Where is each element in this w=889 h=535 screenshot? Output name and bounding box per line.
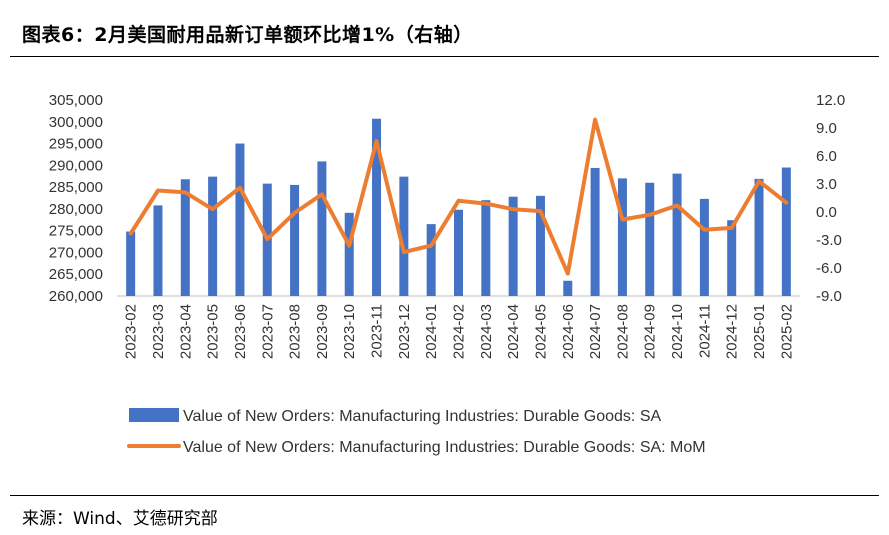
x-tick-label: 2023-05 <box>205 304 222 359</box>
bar <box>426 224 436 296</box>
source-note: 来源：Wind、艾德研究部 <box>22 509 218 529</box>
bar <box>563 280 573 296</box>
x-tick-label: 2024-11 <box>696 304 713 358</box>
bar <box>208 176 218 296</box>
bar <box>781 167 791 296</box>
bar <box>317 161 327 296</box>
y-left-tick-label: 300,000 <box>49 114 103 131</box>
x-tick-label: 2023-11 <box>369 304 386 358</box>
x-tick-label: 2024-12 <box>724 304 741 359</box>
legend-bar-swatch <box>129 408 179 422</box>
bar <box>153 205 163 296</box>
x-tick-label: 2023-06 <box>232 304 249 359</box>
y-right-tick-label: 12.0 <box>816 92 845 109</box>
legend-bar-label: Value of New Orders: Manufacturing Indus… <box>183 408 661 425</box>
x-tick-label: 2025-02 <box>778 304 795 359</box>
bar <box>535 195 545 296</box>
x-tick-label: 2024-06 <box>560 304 577 359</box>
bar <box>235 143 245 296</box>
x-tick-label: 2024-08 <box>614 304 631 359</box>
bar <box>126 231 136 296</box>
x-tick-label: 2023-09 <box>314 304 331 359</box>
x-tick-label: 2024-07 <box>587 304 604 359</box>
x-tick-label: 2024-03 <box>478 304 495 359</box>
y-right-tick-label: -9.0 <box>816 288 842 305</box>
bar <box>290 184 300 296</box>
footer-divider <box>10 495 879 496</box>
y-left-tick-label: 290,000 <box>49 157 103 174</box>
y-left-tick-label: 305,000 <box>49 92 103 109</box>
bar <box>672 173 682 296</box>
x-tick-label: 2023-10 <box>341 304 358 359</box>
y-left-tick-label: 270,000 <box>49 244 103 261</box>
mom-line <box>128 117 789 276</box>
bar <box>727 220 737 296</box>
x-tick-label: 2024-09 <box>642 304 659 359</box>
x-tick-label: 2024-01 <box>423 304 440 359</box>
bar <box>617 178 627 296</box>
x-tick-label: 2024-02 <box>451 304 468 359</box>
y-right-tick-label: -6.0 <box>816 260 842 277</box>
x-tick-label: 2023-08 <box>287 304 304 359</box>
bar <box>454 209 463 296</box>
x-tick-label: 2023-03 <box>150 304 167 359</box>
y-left-tick-label: 295,000 <box>49 136 103 153</box>
y-right-tick-label: 9.0 <box>816 120 837 137</box>
x-tick-label: 2023-12 <box>396 304 413 359</box>
legend-line-label: Value of New Orders: Manufacturing Indus… <box>183 439 706 456</box>
bar <box>372 118 382 297</box>
x-tick-label: 2024-04 <box>505 304 522 359</box>
title-divider <box>10 56 879 57</box>
bar <box>180 179 190 296</box>
y-left-tick-label: 280,000 <box>49 201 103 218</box>
bar <box>508 196 518 296</box>
bar <box>645 182 655 296</box>
x-tick-label: 2024-05 <box>532 304 549 359</box>
x-tick-label: 2023-02 <box>123 304 140 359</box>
y-left-tick-label: 265,000 <box>49 266 103 283</box>
y-right-tick-label: 0.0 <box>816 204 837 221</box>
bar <box>399 176 409 296</box>
x-tick-label: 2023-04 <box>177 304 194 359</box>
y-left-tick-label: 275,000 <box>49 223 103 240</box>
bar <box>754 178 764 296</box>
y-right-tick-label: -3.0 <box>816 232 842 249</box>
x-tick-label: 2023-07 <box>259 304 276 359</box>
y-right-tick-label: 6.0 <box>816 148 837 165</box>
y-left-tick-label: 285,000 <box>49 179 103 196</box>
y-left-tick-label: 260,000 <box>49 288 103 305</box>
bar <box>699 198 709 296</box>
bar <box>344 212 354 296</box>
y-right-tick-label: 3.0 <box>816 176 837 193</box>
x-tick-label: 2024-10 <box>669 304 686 359</box>
chart-title: 图表6：2月美国耐用品新订单额环比增1%（右轴） <box>22 24 473 46</box>
bar <box>481 200 491 296</box>
bar <box>590 167 600 296</box>
x-tick-label: 2025-01 <box>751 304 768 359</box>
